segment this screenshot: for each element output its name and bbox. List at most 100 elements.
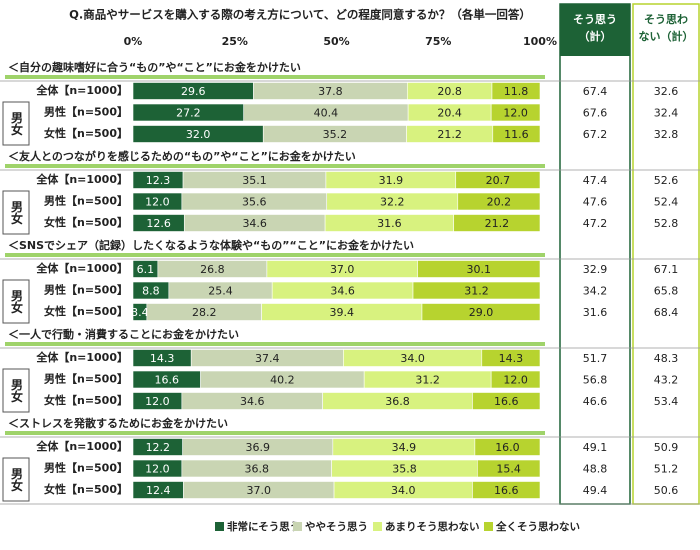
total-header-bg xyxy=(632,3,700,505)
value-label: 12.0 xyxy=(503,107,528,120)
value-label: 16.6 xyxy=(494,484,519,497)
bar-segment xyxy=(455,171,541,189)
value-label: 21.2 xyxy=(437,128,462,141)
row-label: 全体【n=1000】 xyxy=(35,439,128,453)
value-label: 11.6 xyxy=(504,128,529,141)
value-label: 34.6 xyxy=(242,217,267,230)
group-band xyxy=(5,431,545,435)
x-tick-label: 25% xyxy=(222,35,248,48)
value-label: 31.2 xyxy=(464,285,489,298)
value-label: 20.2 xyxy=(487,196,512,209)
row-label: 男性【n=500】 xyxy=(44,283,128,297)
row-label: 男性【n=500】 xyxy=(44,105,128,119)
group-title: ＜SNSでシェア（記録）したくなるような体験や“もの”“こと”にお金をかけたい xyxy=(8,238,414,252)
agree-total: 49.1 xyxy=(583,441,608,454)
row-label: 男性【n=500】 xyxy=(44,461,128,475)
bar-segment xyxy=(490,103,541,122)
value-label: 16.6 xyxy=(155,374,180,387)
group-title: ＜自分の趣味嗜好に合う“もの”や“こと”にお金をかけたい xyxy=(8,60,301,74)
bar-segment xyxy=(472,481,541,499)
row-label: 女性【n=500】 xyxy=(44,126,128,140)
legend-swatch xyxy=(293,522,302,531)
row-label: 全体【n=1000】 xyxy=(35,261,128,275)
value-label: 35.8 xyxy=(392,463,417,476)
value-label: 14.3 xyxy=(150,352,175,365)
chart-title: Q.商品やサービスを購入する際の考え方について、どの程度同意するか？（各単一回答… xyxy=(69,8,531,22)
row-label: 全体【n=1000】 xyxy=(35,83,128,97)
gender-label: 男女 xyxy=(10,111,24,136)
total-header-bg xyxy=(559,3,631,505)
disagree-total: 67.1 xyxy=(654,263,679,276)
agree-total: 48.8 xyxy=(583,463,608,476)
total-header: （計） xyxy=(579,29,612,43)
value-label: 37.8 xyxy=(318,85,343,98)
disagree-total: 32.8 xyxy=(654,128,679,141)
agree-total: 67.2 xyxy=(583,128,608,141)
value-label: 12.6 xyxy=(146,217,171,230)
gender-label: 男女 xyxy=(10,467,24,492)
agree-total: 46.6 xyxy=(583,395,608,408)
value-label: 31.6 xyxy=(377,217,402,230)
value-label: 35.1 xyxy=(242,174,267,187)
value-label: 34.0 xyxy=(391,484,416,497)
value-label: 34.6 xyxy=(240,395,265,408)
legend-label: あまりそう思わない xyxy=(385,520,480,533)
gender-box xyxy=(2,101,30,146)
value-label: 31.2 xyxy=(415,374,440,387)
legend-label: 全くそう思わない xyxy=(495,520,580,533)
legend-label: 非常にそう思う xyxy=(227,520,300,533)
value-label: 31.9 xyxy=(379,174,404,187)
bar-segment xyxy=(492,125,541,143)
value-label: 32.2 xyxy=(380,196,405,209)
agree-total: 49.4 xyxy=(583,484,608,497)
value-label: 3.4 xyxy=(131,306,149,319)
disagree-total: 48.3 xyxy=(654,352,679,365)
agree-total: 34.2 xyxy=(583,285,608,298)
value-label: 12.2 xyxy=(146,441,171,454)
row-label: 女性【n=500】 xyxy=(44,482,128,496)
value-label: 25.4 xyxy=(208,285,233,298)
x-tick-label: 50% xyxy=(323,35,349,48)
bar-segment xyxy=(417,260,541,278)
value-label: 12.3 xyxy=(146,174,171,187)
bar-segment xyxy=(490,370,541,389)
disagree-total: 53.4 xyxy=(654,395,679,408)
value-label: 11.8 xyxy=(504,85,529,98)
group-band xyxy=(5,164,545,168)
value-label: 29.6 xyxy=(181,85,206,98)
disagree-total: 32.6 xyxy=(654,85,679,98)
value-label: 6.1 xyxy=(137,263,155,276)
bar-segment xyxy=(421,303,541,321)
row-label: 全体【n=1000】 xyxy=(35,350,128,364)
group-title: ＜一人で行動・消費することにお金をかけたい xyxy=(8,327,239,341)
value-label: 12.4 xyxy=(146,484,171,497)
value-label: 30.1 xyxy=(466,263,491,276)
disagree-total: 52.6 xyxy=(654,174,679,187)
agree-total: 67.6 xyxy=(583,107,608,120)
agree-total: 31.6 xyxy=(583,306,608,319)
group-title: ＜友人とのつながりを感じるための“もの”や“こと”にお金をかけたい xyxy=(8,149,356,163)
row-label: 女性【n=500】 xyxy=(44,393,128,407)
value-label: 12.0 xyxy=(503,374,528,387)
group-band xyxy=(5,342,545,346)
group-band xyxy=(5,75,545,79)
value-label: 36.8 xyxy=(244,463,269,476)
agree-total: 56.8 xyxy=(583,374,608,387)
disagree-total: 52.8 xyxy=(654,217,679,230)
total-header: そう思わ xyxy=(644,13,688,26)
disagree-total: 50.6 xyxy=(654,484,679,497)
bar-segment xyxy=(477,459,541,478)
agree-total: 67.4 xyxy=(583,85,608,98)
disagree-total: 68.4 xyxy=(654,306,679,319)
agree-total: 47.4 xyxy=(583,174,608,187)
disagree-total: 43.2 xyxy=(654,374,679,387)
value-label: 37.0 xyxy=(247,484,272,497)
x-tick-label: 0% xyxy=(124,35,143,48)
value-label: 36.9 xyxy=(245,441,270,454)
row-label: 男性【n=500】 xyxy=(44,194,128,208)
value-label: 35.6 xyxy=(242,196,267,209)
value-label: 36.8 xyxy=(385,395,410,408)
row-label: 女性【n=500】 xyxy=(44,215,128,229)
gender-box xyxy=(2,368,30,413)
